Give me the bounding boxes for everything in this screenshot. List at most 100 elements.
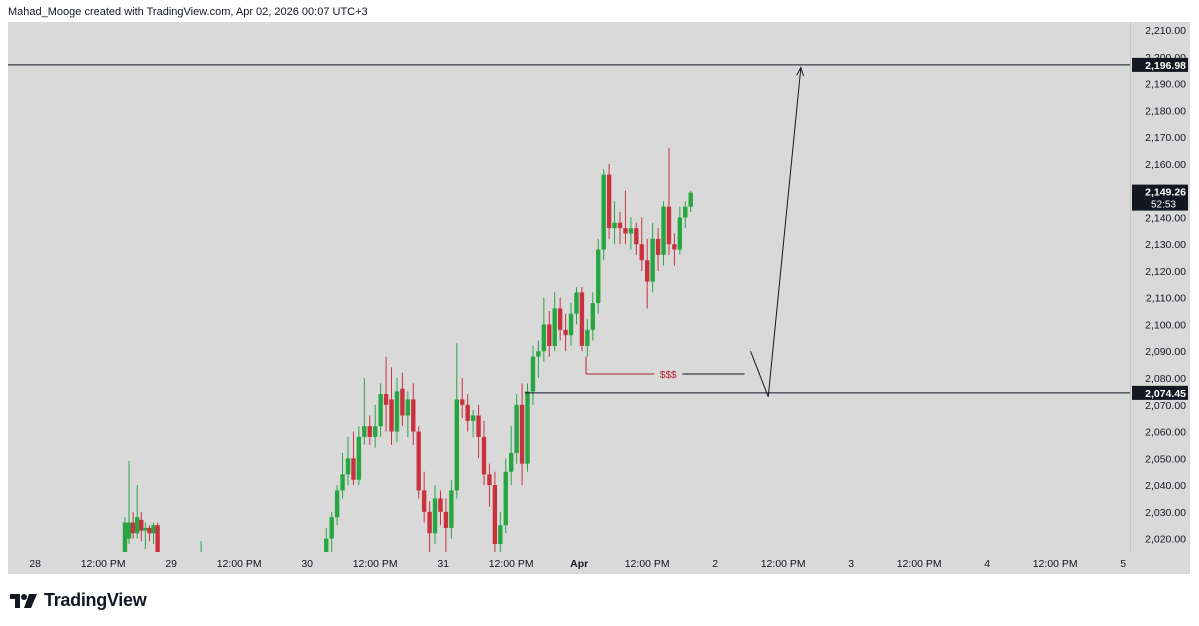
bearish-candle bbox=[139, 511, 144, 542]
candle-body bbox=[612, 222, 617, 229]
y-tick-label: 2,070.00 bbox=[1145, 400, 1186, 412]
x-tick-label: 28 bbox=[29, 558, 41, 570]
candle-body bbox=[383, 394, 389, 405]
candle-body bbox=[367, 426, 372, 437]
candle-body bbox=[438, 498, 443, 512]
bearish-candle bbox=[155, 522, 160, 552]
candle-body bbox=[351, 458, 356, 480]
bearish-candle bbox=[465, 394, 470, 432]
y-tick-label: 2,210.00 bbox=[1145, 25, 1186, 37]
bullish-candle bbox=[596, 238, 601, 314]
bullish-candle bbox=[334, 485, 340, 526]
bearish-candle bbox=[443, 498, 449, 552]
level-price-tag bbox=[1132, 385, 1188, 400]
bullish-candle bbox=[688, 190, 693, 213]
y-tick-label: 2,140.00 bbox=[1145, 212, 1186, 224]
bearish-candle bbox=[623, 190, 628, 245]
bearish-candle bbox=[563, 313, 568, 352]
y-tick-label: 2,180.00 bbox=[1145, 105, 1186, 117]
x-tick-label: 29 bbox=[165, 558, 177, 570]
candle-body bbox=[449, 490, 454, 528]
bearish-candle bbox=[481, 420, 487, 486]
x-tick-label: 12:00 PM bbox=[897, 558, 942, 570]
bullish-candle bbox=[405, 391, 411, 437]
bullish-candle bbox=[432, 485, 438, 544]
level-price-label: 2,196.98 bbox=[1145, 60, 1186, 72]
bullish-candle bbox=[143, 522, 148, 550]
bearish-candle bbox=[617, 212, 623, 245]
candle-body bbox=[547, 324, 552, 346]
bearish-candle bbox=[351, 431, 356, 486]
candle-body bbox=[373, 426, 378, 437]
chart-area[interactable]: 2,020.00 2,030.00 2,040.00 2,050.00 2,060.00… bbox=[8, 22, 1190, 574]
candle-body bbox=[465, 404, 470, 421]
candle-body bbox=[650, 238, 655, 282]
candle-body bbox=[400, 388, 405, 416]
candle-body bbox=[563, 329, 568, 336]
bullish-candle bbox=[509, 426, 514, 486]
candle-body bbox=[143, 527, 148, 531]
x-tick-label: 2 bbox=[712, 558, 718, 570]
bearish-candle bbox=[421, 471, 427, 523]
candle-countdown-label: 52:53 bbox=[1151, 200, 1176, 211]
candle-body bbox=[519, 404, 525, 464]
bearish-candle bbox=[492, 471, 498, 552]
bearish-candle bbox=[438, 490, 443, 526]
x-tick-label: Apr bbox=[570, 558, 588, 570]
candlestick-chart[interactable]: 2,020.00 2,030.00 2,040.00 2,050.00 2,060.00… bbox=[8, 22, 1190, 574]
candle-body bbox=[329, 517, 334, 539]
x-tick-label: 12:00 PM bbox=[217, 558, 262, 570]
candle-body bbox=[427, 511, 432, 534]
bullish-candle bbox=[590, 292, 595, 341]
candle-body bbox=[568, 313, 574, 336]
candle-body bbox=[122, 522, 128, 552]
candle-body bbox=[394, 391, 400, 432]
candle-body bbox=[432, 498, 438, 534]
bearish-candle bbox=[476, 404, 481, 459]
brand-name: TradingView bbox=[44, 590, 147, 610]
candle-body bbox=[683, 206, 688, 218]
candle-body bbox=[655, 238, 661, 255]
candle-body bbox=[623, 228, 628, 234]
bullish-candle bbox=[628, 217, 634, 250]
bullish-candle bbox=[568, 303, 574, 346]
candle-body bbox=[672, 244, 677, 250]
candle-body bbox=[639, 244, 644, 261]
bearish-candle bbox=[389, 367, 394, 445]
bearish-candle bbox=[130, 511, 136, 539]
candle-body bbox=[503, 471, 508, 526]
bullish-candle bbox=[574, 287, 579, 325]
y-tick-label: 2,130.00 bbox=[1145, 239, 1186, 251]
bullish-candle bbox=[612, 201, 617, 245]
bullish-candle bbox=[449, 479, 454, 539]
bullish-candle bbox=[200, 541, 202, 552]
x-tick-label: 12:00 PM bbox=[1033, 558, 1078, 570]
candle-body bbox=[324, 538, 329, 552]
x-tick-label: 12:00 PM bbox=[489, 558, 534, 570]
candle-body bbox=[126, 522, 132, 539]
candle-body bbox=[585, 329, 590, 346]
bearish-candle bbox=[400, 372, 405, 427]
bullish-candle bbox=[525, 383, 530, 472]
y-tick-label: 2,080.00 bbox=[1145, 373, 1186, 385]
liquidity-label: $$$ bbox=[660, 370, 677, 381]
candle-body bbox=[460, 399, 465, 405]
bearish-candle bbox=[147, 525, 152, 542]
tradingview-mark-icon bbox=[10, 593, 37, 608]
current-price-label: 2,149.26 bbox=[1145, 187, 1186, 199]
candle-body bbox=[628, 228, 634, 234]
candle-body bbox=[356, 436, 362, 480]
y-tick-label: 2,160.00 bbox=[1145, 159, 1186, 171]
x-tick-label: 31 bbox=[437, 558, 449, 570]
bullish-candle bbox=[151, 522, 156, 544]
chart-credit: Mahad_Mooge created with TradingView.com… bbox=[8, 6, 368, 18]
projection-arrowhead bbox=[796, 66, 805, 77]
y-tick-label: 2,120.00 bbox=[1145, 266, 1186, 278]
bullish-candle bbox=[677, 206, 683, 255]
candle-body bbox=[590, 303, 595, 330]
bullish-candle bbox=[470, 410, 476, 437]
candle-body bbox=[405, 399, 411, 416]
candle-body bbox=[454, 399, 459, 491]
x-tick-label: 30 bbox=[301, 558, 313, 570]
bullish-candle bbox=[329, 511, 334, 552]
